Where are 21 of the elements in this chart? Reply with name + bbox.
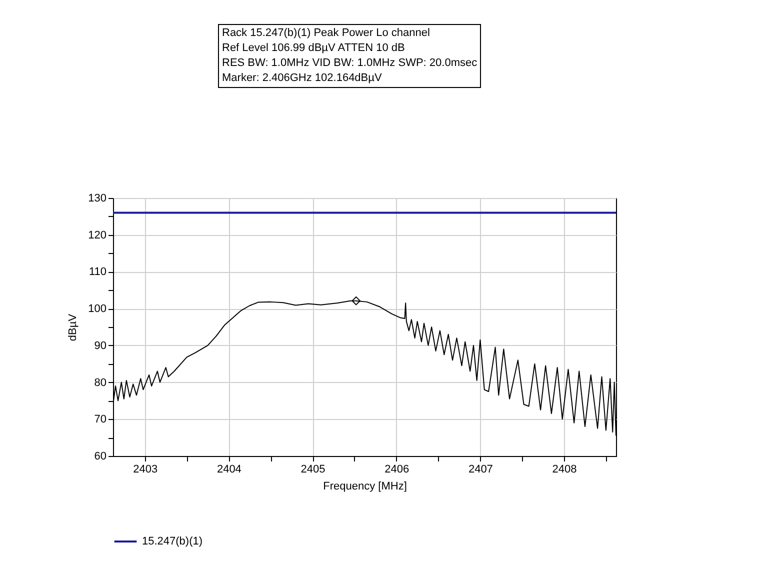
x-tick-label: 2403 (133, 464, 158, 476)
text: Ref Level 106.99 dBµV ATTEN 10 dB (222, 41, 406, 56)
x-tick-label: 2406 (384, 464, 410, 476)
y-tick-label: 110 (88, 266, 106, 278)
y-tick-label: 60 (94, 450, 106, 462)
y-tick-label: 130 (88, 192, 106, 204)
x-tick-label: 2407 (468, 464, 493, 476)
y-tick-label: 120 (88, 229, 106, 242)
x-axis-title: Frequency [MHz] (323, 480, 407, 492)
text: Marker: 2.406GHz 102.164dBµV (222, 71, 383, 86)
chart-title: Rack 15.247(b)(1) Peak Power Lo channel (222, 26, 431, 41)
x-tick-label: 2408 (552, 464, 577, 476)
y-tick-label: 80 (94, 376, 106, 389)
x-tick-label: 2405 (300, 464, 326, 476)
y-tick-label: 100 (88, 303, 106, 316)
y-axis-title: dBµV (67, 313, 80, 342)
text: RES BW: 1.0MHz VID BW: 1.0MHz SWP: 20.0msec (222, 56, 478, 71)
y-tick-label: 90 (94, 340, 106, 352)
legend-label: 15.247(b)(1) (142, 536, 203, 548)
y-tick-label: 70 (94, 414, 106, 426)
x-tick-label: 2404 (216, 464, 242, 476)
